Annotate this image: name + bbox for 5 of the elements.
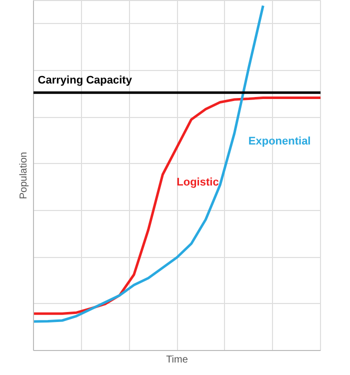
ref-line-label: Carrying Capacity xyxy=(38,74,133,87)
y-axis-title: Population xyxy=(18,152,30,200)
x-axis-title: Time xyxy=(166,354,188,366)
series-label: Exponential xyxy=(248,135,311,148)
series-label: Logistic xyxy=(176,176,219,189)
